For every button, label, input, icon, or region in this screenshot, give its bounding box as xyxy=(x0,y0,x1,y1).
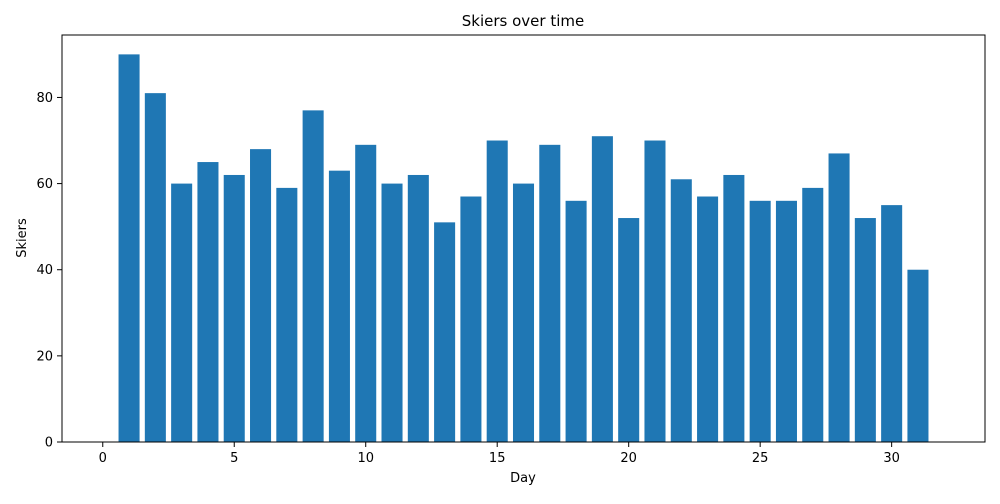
bar-day-11 xyxy=(381,183,403,442)
bar-day-18 xyxy=(565,200,587,442)
bars-group xyxy=(118,54,929,443)
bar-day-14 xyxy=(460,196,482,442)
bar-day-7 xyxy=(276,187,298,442)
bar-day-25 xyxy=(749,200,771,442)
bar-day-3 xyxy=(171,183,193,442)
bar-day-2 xyxy=(144,93,166,442)
bar-day-28 xyxy=(828,153,850,442)
y-tick-label: 40 xyxy=(36,263,53,278)
y-tick-label: 60 xyxy=(36,177,53,192)
bar-day-27 xyxy=(802,187,824,442)
bar-day-23 xyxy=(697,196,719,442)
y-tick-label: 20 xyxy=(36,349,53,364)
bar-day-29 xyxy=(854,218,876,442)
y-tick-label: 80 xyxy=(36,91,53,106)
x-tick-label: 0 xyxy=(99,451,107,466)
chart-title: Skiers over time xyxy=(462,12,584,30)
bar-day-13 xyxy=(434,222,456,442)
bar-day-16 xyxy=(512,183,535,442)
x-axis-ticks: 0 5 10 15 20 25 30 xyxy=(99,442,900,466)
bar-day-1 xyxy=(118,54,140,442)
bar-day-30 xyxy=(881,205,903,442)
y-tick-label: 0 xyxy=(45,436,53,451)
bar-day-8 xyxy=(302,110,324,443)
bar-day-4 xyxy=(197,162,219,443)
bar-day-12 xyxy=(407,174,429,442)
x-axis-label: Day xyxy=(510,471,536,486)
x-tick-label: 25 xyxy=(752,451,769,466)
bar-day-19 xyxy=(591,136,613,442)
bar-day-5 xyxy=(223,174,245,442)
bar-day-15 xyxy=(486,140,508,442)
bar-day-26 xyxy=(775,200,797,442)
y-axis-label: Skiers xyxy=(15,218,30,258)
bar-day-24 xyxy=(723,174,745,442)
x-tick-label: 5 xyxy=(230,451,238,466)
bar-day-17 xyxy=(539,144,561,442)
x-tick-label: 15 xyxy=(489,451,506,466)
bar-day-6 xyxy=(250,149,272,442)
bar-day-9 xyxy=(328,170,350,443)
x-tick-label: 20 xyxy=(620,451,637,466)
plot-frame xyxy=(61,34,986,443)
bar-day-21 xyxy=(644,140,666,442)
bar-day-10 xyxy=(355,144,377,442)
bar-day-22 xyxy=(670,179,692,442)
x-tick-label: 30 xyxy=(883,451,900,466)
bar-day-31 xyxy=(907,269,929,442)
x-tick-label: 10 xyxy=(357,451,374,466)
bar-day-20 xyxy=(618,218,640,442)
y-axis-ticks: 0 20 40 60 80 xyxy=(36,91,62,451)
